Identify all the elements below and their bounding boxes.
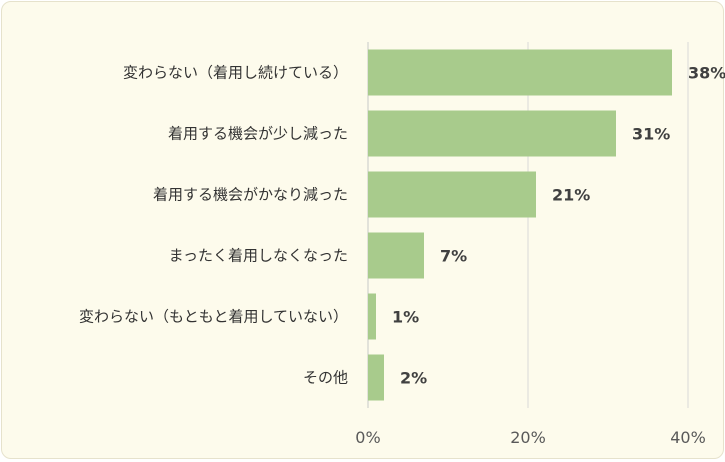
category-label-6: その他 xyxy=(303,369,348,387)
bar-1 xyxy=(368,49,672,96)
data-label-3: 21% xyxy=(552,186,590,205)
x-tick-label-20: 20% xyxy=(510,428,546,447)
data-label-6: 2% xyxy=(400,369,427,388)
x-tick-label-40: 40% xyxy=(670,428,706,447)
bar-5 xyxy=(368,293,376,340)
category-label-3: 着用する機会がかなり減った xyxy=(153,186,348,204)
category-label-5: 変わらない（もともと着用していない） xyxy=(79,308,348,326)
data-label-4: 7% xyxy=(440,247,467,266)
data-label-2: 31% xyxy=(632,125,670,144)
category-label-2: 着用する機会が少し減った xyxy=(168,125,348,143)
bar-6 xyxy=(368,354,384,401)
x-tick-label-0: 0% xyxy=(355,428,380,447)
bar-2 xyxy=(368,110,616,157)
data-label-1: 38% xyxy=(688,64,725,83)
category-label-4: まったく着用しなくなった xyxy=(169,247,348,265)
bar-4 xyxy=(368,232,424,279)
bar-3 xyxy=(368,171,536,218)
category-label-1: 変わらない（着用し続けている） xyxy=(123,64,348,82)
data-label-5: 1% xyxy=(392,308,419,327)
